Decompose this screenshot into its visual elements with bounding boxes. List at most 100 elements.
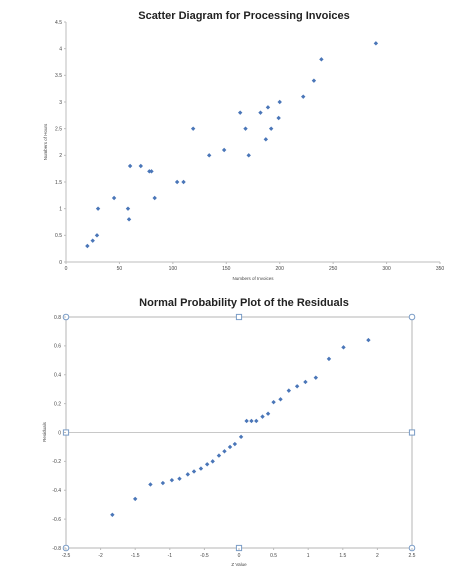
- y-tick-label: 0.4: [54, 373, 61, 379]
- chart-title: Normal Probability Plot of the Residuals: [139, 297, 349, 309]
- y-tick-label: 4: [59, 46, 62, 52]
- data-point: [271, 399, 276, 405]
- y-axis-label: Residuals: [42, 421, 47, 442]
- x-axis-label: Numbers of Invoices: [232, 276, 274, 281]
- x-tick-label: 2.5: [409, 553, 416, 559]
- data-point: [149, 169, 154, 174]
- y-tick-label: 0.8: [54, 315, 61, 321]
- data-point: [125, 206, 131, 211]
- resize-handle[interactable]: [408, 429, 416, 436]
- data-points: [110, 337, 371, 517]
- y-tick-label: 0: [59, 260, 62, 266]
- data-point: [222, 449, 227, 454]
- y-tick-label: 3.5: [55, 73, 62, 79]
- x-tick-label: 1.5: [339, 553, 346, 559]
- data-point: [138, 163, 143, 169]
- data-point: [198, 466, 204, 471]
- y-tick-label: 1.5: [55, 180, 62, 186]
- data-point: [263, 137, 269, 142]
- data-point: [174, 179, 180, 185]
- data-point: [127, 163, 133, 169]
- y-axis-label: Numbers of Hours: [43, 123, 48, 160]
- data-point: [246, 153, 251, 158]
- data-point: [191, 469, 197, 474]
- data-point: [254, 418, 259, 424]
- y-tick-labels: -0.8 -0.6 -0.4 -0.2 0 0.2 0.4 0.6 0.8: [52, 315, 66, 552]
- data-point: [126, 217, 132, 222]
- data-point: [326, 356, 332, 362]
- data-point: [190, 126, 196, 131]
- x-tick-labels: 0 50 100 150 200 250 300 350: [65, 262, 444, 272]
- data-point: [268, 126, 274, 131]
- y-tick-label: 0.5: [55, 233, 62, 239]
- data-point: [265, 411, 271, 416]
- x-tick-label: -1.5: [131, 553, 140, 559]
- x-tick-label: 100: [169, 266, 178, 272]
- x-tick-label: 250: [329, 266, 338, 272]
- y-tick-label: -0.8: [52, 546, 61, 552]
- y-tick-label: 0.6: [54, 344, 61, 350]
- data-point: [110, 512, 115, 517]
- data-point: [232, 441, 238, 447]
- x-tick-label: 0.5: [270, 553, 277, 559]
- chart-title: Scatter Diagram for Processing Invoices: [138, 10, 350, 22]
- x-tick-label: 150: [222, 266, 231, 272]
- x-tick-label: 200: [276, 266, 285, 272]
- y-tick-label: 0: [58, 430, 61, 436]
- data-point: [210, 459, 215, 464]
- data-point: [258, 110, 263, 115]
- data-point: [148, 482, 153, 487]
- x-tick-label: -1: [168, 553, 173, 559]
- x-tick-label: 0: [238, 553, 241, 559]
- y-tick-label: -0.2: [52, 459, 61, 465]
- resize-handle[interactable]: [235, 313, 243, 321]
- data-point: [169, 477, 175, 483]
- x-tick-label: -2: [98, 553, 103, 559]
- data-point: [227, 444, 233, 450]
- y-tick-label: -0.4: [52, 488, 61, 494]
- data-point: [177, 476, 182, 481]
- data-point: [319, 57, 324, 62]
- x-tick-label: -2.5: [62, 553, 71, 559]
- data-point: [133, 496, 138, 502]
- data-point: [94, 233, 100, 238]
- data-point: [286, 388, 292, 393]
- x-tick-label: 300: [382, 266, 391, 272]
- data-point: [373, 41, 379, 46]
- data-point: [260, 414, 265, 419]
- data-point: [238, 434, 244, 440]
- data-point: [95, 206, 101, 211]
- data-point: [276, 115, 281, 121]
- data-point: [216, 453, 222, 458]
- data-point: [278, 397, 283, 402]
- y-tick-label: 0.2: [54, 401, 61, 407]
- data-point: [277, 99, 282, 105]
- x-axis-label: Z Value: [231, 562, 247, 567]
- x-tick-label: 2: [376, 553, 379, 559]
- resize-handle[interactable]: [408, 313, 416, 321]
- x-tick-labels: -2.5 -2 -1.5 -1 -0.5 0 0.5 1 1.5 2 2.5: [62, 548, 416, 559]
- data-point: [313, 375, 319, 380]
- y-tick-label: -0.6: [52, 517, 61, 523]
- data-point: [111, 195, 117, 201]
- data-point: [249, 418, 254, 424]
- data-point: [341, 345, 346, 350]
- data-point: [366, 337, 371, 343]
- x-tick-label: -0.5: [200, 553, 209, 559]
- x-tick-label: 50: [117, 266, 123, 272]
- data-point: [206, 153, 212, 158]
- scatter-diagram: Scatter Diagram for Processing Invoices …: [43, 10, 444, 281]
- data-point: [303, 379, 308, 385]
- y-tick-label: 2.5: [55, 126, 62, 132]
- y-tick-label: 1: [59, 206, 62, 212]
- data-point: [204, 462, 210, 467]
- data-point: [265, 105, 271, 110]
- data-point: [244, 418, 249, 424]
- data-point: [294, 384, 300, 389]
- data-point: [301, 94, 306, 99]
- y-tick-labels: 0 0.5 1 1.5 2 2.5 3 3.5 4 4.5: [55, 20, 66, 266]
- data-point: [237, 110, 243, 115]
- x-tick-label: 0: [65, 266, 68, 272]
- data-point: [152, 195, 157, 201]
